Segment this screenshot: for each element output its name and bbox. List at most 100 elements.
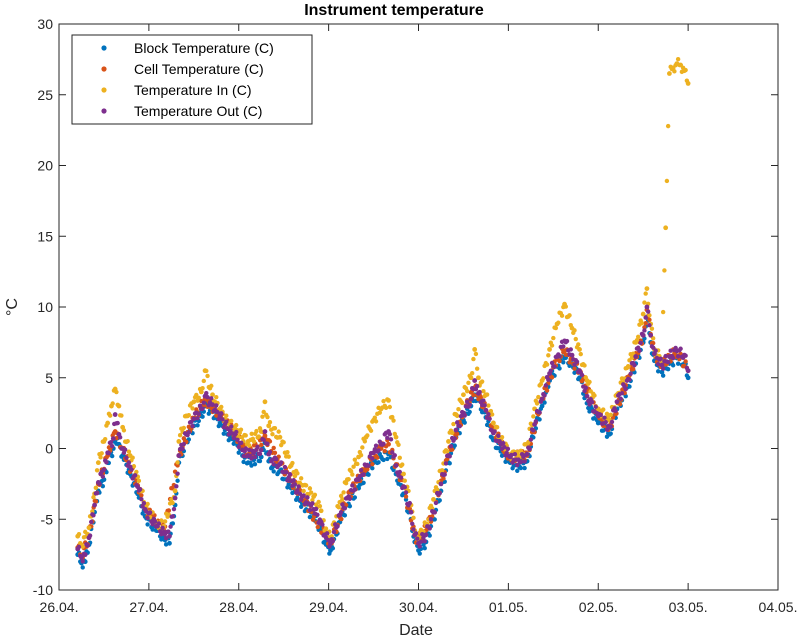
data-point — [313, 506, 319, 512]
data-point — [295, 471, 300, 476]
data-point — [132, 473, 138, 478]
data-point — [388, 437, 394, 442]
data-point — [461, 392, 466, 398]
y-tick-label: 5 — [45, 370, 53, 386]
data-point — [231, 441, 236, 446]
data-point — [247, 447, 252, 453]
data-point — [472, 347, 478, 352]
data-point — [315, 512, 320, 517]
data-point — [163, 535, 169, 541]
data-point — [381, 398, 386, 404]
data-point — [453, 427, 459, 433]
data-point — [265, 441, 270, 447]
data-point — [258, 447, 264, 453]
data-point — [109, 443, 115, 449]
data-point — [539, 403, 545, 409]
data-point — [126, 449, 132, 454]
data-point — [307, 507, 313, 513]
data-point — [482, 403, 487, 408]
data-point — [561, 344, 566, 349]
legend-label: Block Temperature (C) — [134, 40, 274, 56]
data-point — [411, 515, 416, 521]
data-point — [382, 448, 387, 454]
data-point — [548, 368, 554, 373]
data-point — [301, 493, 306, 498]
data-point — [397, 455, 402, 460]
data-point — [557, 366, 562, 371]
data-point — [678, 346, 683, 351]
data-point — [451, 421, 456, 427]
data-point — [351, 464, 356, 469]
data-point — [252, 454, 258, 460]
data-point — [644, 304, 650, 310]
data-point — [631, 366, 636, 372]
x-axis-label: Date — [399, 622, 433, 639]
data-point — [478, 394, 484, 400]
data-point — [639, 320, 645, 326]
data-point — [471, 356, 476, 362]
data-point — [592, 393, 597, 398]
data-point — [544, 388, 550, 393]
data-point — [102, 436, 108, 442]
data-point — [442, 472, 447, 477]
data-point — [632, 363, 637, 368]
legend: Block Temperature (C) Cell Temperature (C… — [71, 34, 313, 125]
data-point — [110, 436, 116, 441]
data-point — [317, 503, 323, 509]
data-point — [413, 531, 419, 536]
data-point — [608, 412, 613, 418]
data-point — [443, 461, 449, 466]
data-point — [100, 474, 106, 479]
data-point — [350, 483, 355, 488]
data-point — [603, 419, 608, 425]
data-point — [441, 476, 446, 481]
data-point — [339, 516, 344, 522]
data-point — [490, 420, 496, 426]
data-point — [647, 323, 652, 328]
data-point — [635, 334, 641, 340]
data-point — [627, 384, 632, 389]
data-point — [549, 343, 555, 348]
data-point — [569, 352, 575, 358]
data-point — [567, 313, 572, 318]
data-point — [564, 338, 570, 344]
data-point — [278, 442, 284, 448]
data-point — [259, 442, 264, 448]
data-point — [642, 325, 647, 330]
data-point — [239, 440, 244, 446]
data-point — [330, 546, 336, 551]
data-point — [249, 431, 254, 436]
y-tick-label: -10 — [33, 582, 53, 598]
data-point — [347, 496, 353, 501]
data-point — [489, 412, 495, 417]
data-point — [210, 392, 215, 398]
data-point — [80, 565, 85, 570]
data-point — [243, 446, 249, 451]
data-point — [572, 370, 577, 375]
data-point — [466, 380, 471, 386]
data-point — [518, 459, 524, 465]
data-point — [159, 518, 164, 523]
data-point — [195, 416, 200, 421]
data-point — [573, 336, 578, 342]
data-point — [238, 427, 244, 432]
data-point — [190, 406, 195, 411]
data-point — [544, 362, 550, 367]
data-point — [377, 410, 383, 415]
data-point — [464, 388, 470, 394]
data-point — [342, 513, 348, 518]
data-point — [130, 455, 135, 460]
data-point — [320, 522, 325, 527]
x-tick-label: 28.04. — [219, 599, 258, 615]
data-point — [181, 425, 187, 431]
data-point — [487, 416, 492, 421]
data-point — [396, 442, 401, 447]
data-point — [247, 443, 252, 448]
data-point — [370, 456, 375, 461]
data-point — [200, 406, 205, 411]
data-point — [93, 499, 99, 504]
data-point — [303, 483, 309, 488]
data-point — [486, 403, 491, 408]
data-point — [298, 476, 304, 481]
